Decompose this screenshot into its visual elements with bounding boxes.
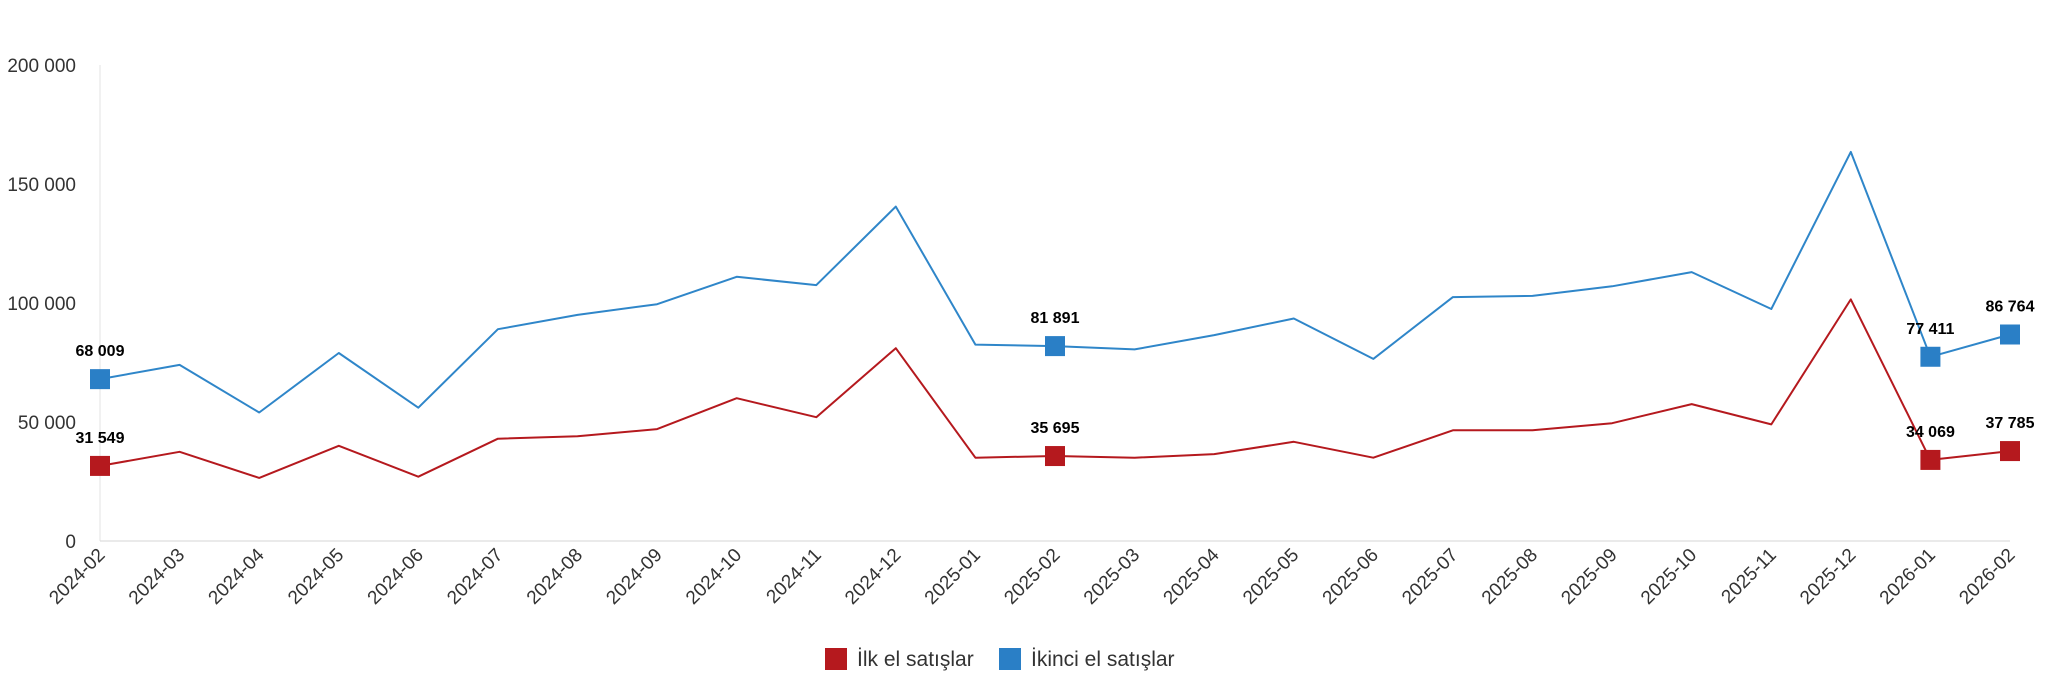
x-tick-label: 2024-10 [682, 545, 746, 609]
chart-axes [99, 65, 2010, 542]
data-marker [2000, 324, 2020, 345]
data-marker [90, 369, 110, 390]
data-labels: 31 549 35 695 34 069 37 785 68 009 81 891 77 4… [76, 299, 2035, 447]
x-tick-label: 2026-02 [1955, 545, 2019, 609]
x-tick-label: 2025-09 [1557, 545, 1621, 609]
y-tick-label: 100 000 [7, 294, 76, 315]
data-label: 31 549 [76, 430, 125, 447]
y-axis-ticks: 0 50 000 100 000 150 000 200 000 [7, 56, 76, 553]
data-label: 35 695 [1031, 420, 1080, 437]
data-label: 81 891 [1031, 310, 1080, 327]
x-tick-label: 2024-05 [284, 545, 348, 609]
x-tick-label: 2024-06 [364, 545, 428, 609]
x-tick-label: 2024-09 [602, 545, 666, 609]
data-label: 37 785 [1986, 415, 2035, 432]
legend-swatch [999, 648, 1021, 670]
legend-label: İkinci el satışlar [1031, 648, 1175, 671]
data-marker [1045, 336, 1065, 357]
data-markers [90, 324, 2020, 476]
x-tick-label: 2025-01 [921, 545, 985, 609]
x-tick-label: 2024-07 [443, 545, 507, 609]
y-tick-label: 50 000 [18, 413, 76, 434]
x-tick-label: 2025-10 [1637, 545, 1701, 609]
x-tick-label: 2024-02 [45, 545, 109, 609]
x-tick-label: 2025-03 [1080, 545, 1144, 609]
x-tick-label: 2025-12 [1796, 545, 1860, 609]
data-marker [2000, 441, 2020, 462]
x-tick-label: 2025-11 [1718, 545, 1781, 608]
data-marker [1920, 346, 1941, 367]
x-tick-label: 2024-04 [205, 544, 269, 608]
legend-label: İlk el satışlar [857, 648, 974, 671]
data-label: 34 069 [1906, 424, 1955, 441]
x-tick-label: 2024-11 [763, 545, 826, 608]
x-tick-label: 2024-12 [841, 545, 905, 609]
legend-swatch [825, 648, 847, 670]
x-tick-label: 2025-08 [1478, 545, 1542, 609]
x-tick-label: 2025-05 [1239, 545, 1303, 609]
x-tick-label: 2024-03 [125, 545, 189, 609]
data-marker [1045, 446, 1065, 467]
x-tick-label: 2025-02 [1000, 545, 1064, 609]
y-tick-label: 200 000 [7, 56, 76, 77]
x-tick-label: 2024-08 [523, 545, 587, 609]
x-axis-ticks: 2024-02 2024-03 2024-04 2024-05 2024-06 2024-… [45, 544, 2019, 608]
x-tick-label: 2025-07 [1398, 545, 1462, 609]
data-marker [1920, 449, 1941, 470]
x-tick-label: 2025-06 [1319, 545, 1383, 609]
x-tick-label: 2025-04 [1160, 544, 1224, 608]
data-marker [90, 455, 110, 476]
data-label: 77 411 [1906, 321, 1954, 338]
data-label: 86 764 [1986, 299, 2035, 316]
series-line-ikinci-el [99, 150, 2011, 414]
legend: İlk el satışlar İkinci el satışlar [825, 648, 1175, 671]
data-label: 68 009 [76, 343, 125, 360]
y-tick-label: 150 000 [7, 175, 76, 196]
x-tick-label: 2026-01 [1876, 545, 1940, 609]
y-tick-label: 0 [65, 532, 76, 553]
